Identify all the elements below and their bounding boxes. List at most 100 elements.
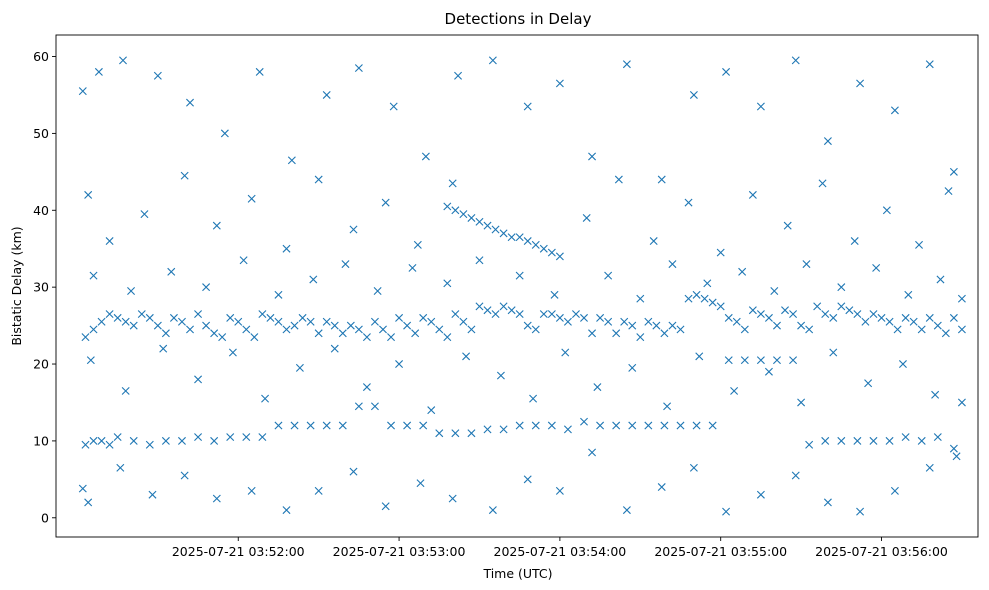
data-point — [898, 360, 907, 369]
data-point — [925, 313, 934, 322]
data-point — [845, 306, 854, 315]
data-point — [582, 213, 591, 222]
data-point — [488, 506, 497, 515]
data-point — [925, 60, 934, 69]
data-point — [853, 310, 862, 319]
x-axis: 2025-07-21 03:52:00 2025-07-21 03:53:00 20… — [172, 537, 948, 559]
data-point — [783, 221, 792, 230]
data-point — [210, 436, 219, 445]
data-point — [218, 333, 227, 342]
data-point — [515, 310, 524, 319]
data-point — [210, 329, 219, 338]
data-point — [740, 356, 749, 365]
data-point — [451, 429, 460, 438]
data-point — [338, 329, 347, 338]
data-point — [180, 171, 189, 180]
data-point — [555, 313, 564, 322]
data-point — [496, 371, 505, 380]
data-point — [700, 294, 709, 303]
data-point — [555, 486, 564, 495]
data-point — [802, 260, 811, 269]
data-point — [797, 321, 806, 330]
data-point — [949, 313, 958, 322]
data-point — [791, 56, 800, 65]
data-point — [129, 321, 138, 330]
data-point — [588, 448, 597, 457]
data-point — [97, 317, 106, 326]
data-point — [194, 310, 203, 319]
data-point — [555, 252, 564, 261]
data-point — [668, 321, 677, 330]
data-point — [389, 102, 398, 111]
data-point — [370, 317, 379, 326]
data-point — [622, 60, 631, 69]
data-point — [909, 317, 918, 326]
data-point — [724, 356, 733, 365]
data-point — [764, 313, 773, 322]
data-point — [957, 294, 966, 303]
data-point — [250, 333, 259, 342]
data-point — [451, 310, 460, 319]
data-point — [628, 421, 637, 430]
data-point — [161, 329, 170, 338]
data-point — [770, 287, 779, 295]
data-point — [877, 313, 886, 322]
data-point — [274, 317, 283, 326]
data-point — [483, 221, 492, 230]
y-tick-label: 20 — [33, 357, 49, 372]
data-point — [403, 421, 412, 430]
data-point — [853, 436, 862, 445]
data-point — [451, 206, 460, 215]
data-point — [370, 402, 379, 411]
data-point — [550, 290, 559, 299]
data-point — [614, 175, 623, 184]
data-point — [228, 348, 237, 357]
data-point — [864, 379, 873, 388]
data-point — [395, 313, 404, 322]
data-point — [373, 287, 382, 295]
data-point — [212, 494, 221, 503]
data-point — [475, 256, 484, 265]
data-point — [732, 317, 741, 326]
data-point — [467, 213, 476, 222]
y-tick-label: 0 — [41, 510, 49, 525]
data-point — [341, 260, 350, 269]
data-point — [829, 348, 838, 357]
data-point — [247, 194, 256, 203]
data-point — [869, 310, 878, 319]
data-point — [663, 402, 672, 411]
data-point — [242, 433, 251, 442]
data-point — [529, 394, 538, 403]
data-point — [448, 494, 457, 503]
data-point — [113, 313, 122, 322]
data-point — [523, 102, 532, 111]
data-point — [167, 267, 176, 276]
data-point — [684, 294, 693, 303]
data-point — [234, 317, 243, 326]
data-point — [314, 175, 323, 184]
data-point — [282, 506, 291, 515]
data-point — [475, 217, 484, 226]
data-point — [266, 313, 275, 322]
data-point — [169, 313, 178, 322]
data-point — [944, 187, 953, 196]
data-point — [660, 329, 669, 338]
data-point — [354, 325, 363, 334]
data-point — [116, 463, 125, 472]
data-point — [716, 302, 725, 311]
data-point — [837, 436, 846, 445]
data-point — [416, 479, 425, 488]
data-point — [381, 502, 390, 511]
data-point — [676, 421, 685, 430]
data-point — [78, 87, 87, 96]
data-point — [821, 310, 830, 319]
data-point — [322, 421, 331, 430]
data-point — [127, 287, 136, 295]
y-axis: 0 10 20 30 40 50 60 — [33, 49, 56, 525]
data-point — [330, 344, 339, 353]
data-point — [274, 421, 283, 430]
data-point — [563, 425, 572, 434]
data-point — [242, 325, 251, 334]
data-point — [282, 325, 291, 334]
data-point — [515, 421, 524, 430]
